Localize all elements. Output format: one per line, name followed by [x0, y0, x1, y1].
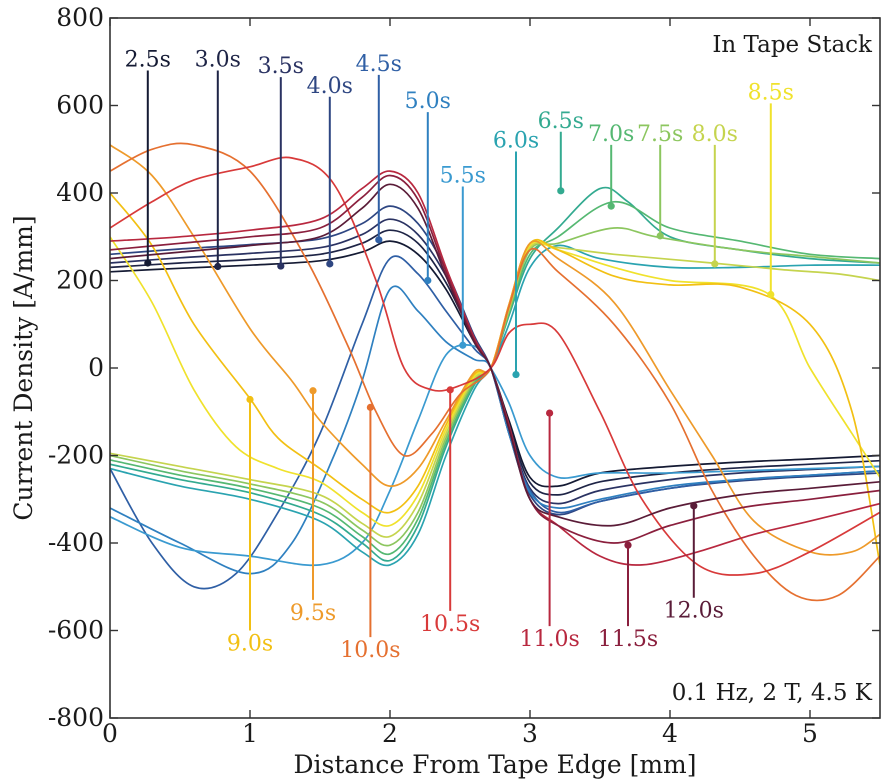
curve-label-12.0s: 12.0s [664, 599, 724, 624]
y-tick-label: -600 [48, 616, 104, 645]
curve-label-6.5s: 6.5s [538, 109, 584, 134]
label-marker-8.5s [767, 290, 775, 299]
series-line-5.0s [110, 285, 880, 575]
curve-label-9.0s: 9.0s [227, 632, 273, 657]
label-marker-3.0s [214, 262, 222, 271]
label-marker-10.5s [446, 386, 454, 394]
curve-label-3.5s: 3.5s [258, 54, 304, 79]
x-tick-label: 3 [522, 719, 538, 748]
curve-label-4.5s: 4.5s [356, 52, 402, 77]
y-axis-title: Current Density [A/mm] [9, 215, 38, 520]
series-line-10.5s [110, 156, 880, 576]
label-marker-7.5s [656, 232, 664, 240]
axis-ticks: 0 1 2 3 4 5 -800 -600 -400 -200 0 200 400 600 800 [48, 3, 880, 748]
label-marker-5.0s [424, 276, 432, 285]
series-line-12.0s [110, 183, 880, 527]
series-line-6.0s [110, 244, 880, 567]
label-marker-6.5s [557, 187, 565, 195]
y-tick-label: -400 [48, 528, 104, 557]
x-tick-label: 1 [242, 719, 258, 748]
curve-label-11.0s: 11.0s [519, 627, 579, 652]
curve-label-9.5s: 9.5s [290, 601, 336, 626]
label-marker-11.5s [624, 541, 632, 549]
x-tick-label: 4 [662, 719, 678, 748]
curve-label-5.5s: 5.5s [440, 163, 486, 188]
label-marker-11.0s [546, 409, 554, 417]
label-marker-8.0s [711, 260, 719, 268]
x-tick-label: 5 [802, 719, 818, 748]
label-marker-6.0s [512, 370, 520, 379]
series-line-9.5s [110, 144, 880, 556]
series-line-7.5s [110, 227, 880, 547]
curve-label-8.5s: 8.5s [748, 80, 794, 105]
y-tick-label: -800 [48, 703, 104, 732]
annotation-top-right: In Tape Stack [712, 32, 873, 58]
label-marker-4.5s [375, 236, 383, 244]
curve-labels: 2.5s 3.0s 3.5s4.0s4.5s5.0s 5.5s 6.0s6.5s7.0s… [125, 48, 794, 664]
label-marker-12.0s [690, 502, 698, 510]
annotation-bottom-right: 0.1 Hz, 2 T, 4.5 K [672, 680, 873, 706]
series-line-4.5s [110, 255, 880, 590]
x-axis-title: Distance From Tape Edge [mm] [294, 750, 697, 779]
curve-label-8.0s: 8.0s [692, 122, 738, 147]
label-marker-5.5s [459, 341, 467, 349]
label-marker-4.0s [326, 260, 334, 268]
curve-label-2.5s: 2.5s [125, 48, 171, 73]
x-tick-label: 0 [102, 719, 118, 748]
y-tick-label: 0 [88, 353, 104, 382]
y-tick-label: 400 [56, 178, 104, 207]
x-tick-label: 2 [382, 719, 398, 748]
curve-label-6.0s: 6.0s [493, 128, 539, 153]
label-marker-10.0s [366, 403, 374, 411]
label-marker-9.5s [309, 387, 317, 395]
curve-label-4.0s: 4.0s [307, 74, 353, 99]
curve-label-5.0s: 5.0s [405, 89, 451, 114]
label-marker-3.5s [277, 262, 285, 270]
curve-label-10.0s: 10.0s [340, 638, 400, 663]
y-tick-label: -200 [48, 441, 104, 470]
label-marker-9.0s [246, 395, 254, 404]
curve-label-7.0s: 7.0s [588, 122, 634, 147]
y-tick-label: 200 [56, 266, 104, 295]
data-curves [110, 142, 880, 602]
curve-label-7.5s: 7.5s [637, 122, 683, 147]
y-tick-label: 800 [56, 3, 104, 32]
y-tick-label: 600 [56, 91, 104, 120]
label-marker-2.5s [144, 259, 152, 267]
series-line-8.5s [110, 236, 880, 527]
curve-label-3.0s: 3.0s [195, 48, 241, 73]
curve-label-11.5s: 11.5s [598, 627, 658, 652]
series-line-2.5s [110, 240, 880, 488]
label-marker-7.0s [607, 202, 615, 210]
curve-label-10.5s: 10.5s [420, 612, 480, 637]
